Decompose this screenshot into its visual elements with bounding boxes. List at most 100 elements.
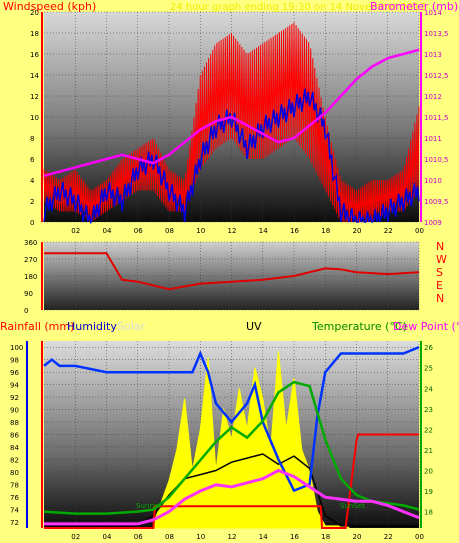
dir-tick-360: 360 — [24, 239, 37, 247]
temp-tick-23: 23 — [424, 406, 433, 414]
temp-tick-26: 26 — [424, 344, 433, 352]
baro-tick-1013,5: 1013,5 — [424, 30, 449, 38]
dewpoint-axis-label: Dew Point (°C) — [393, 320, 459, 333]
baro-tick-1012: 1012 — [424, 93, 442, 101]
hum-tick-96: 96 — [10, 369, 19, 377]
x-tick-0-04: 04 — [103, 227, 112, 235]
x-tick-2-18: 18 — [321, 533, 330, 541]
temp-tick-22: 22 — [424, 426, 433, 434]
baro-tick-1011: 1011 — [424, 135, 442, 143]
x-tick-2-22: 22 — [384, 533, 393, 541]
x-tick-0-02: 02 — [71, 227, 80, 235]
x-tick-0-00: 00 — [415, 227, 424, 235]
x-tick-0-16: 16 — [290, 227, 299, 235]
uv-axis-label: UV — [246, 320, 262, 333]
windspeed-axis-label: Windspeed (kph) — [3, 0, 96, 13]
dewpoint-line — [44, 468, 420, 526]
wind-direction-line — [44, 252, 420, 291]
wind-average-line — [43, 88, 420, 225]
wind-tick-8: 8 — [30, 135, 34, 143]
hum-tick-92: 92 — [10, 394, 19, 402]
hum-tick-88: 88 — [10, 419, 19, 427]
hum-tick-78: 78 — [10, 481, 19, 489]
dir-tick-0: 0 — [24, 307, 28, 315]
x-tick-2-20: 20 — [353, 533, 362, 541]
wind-tick-6: 6 — [30, 156, 35, 164]
humidity-line — [43, 346, 420, 493]
x-tick-2-12: 12 — [228, 533, 237, 541]
hum-tick-82: 82 — [10, 456, 19, 464]
hum-tick-72: 72 — [10, 519, 19, 527]
temp-tick-21: 21 — [424, 447, 433, 455]
x-tick-0-18: 18 — [321, 227, 330, 235]
dir-tick-90: 90 — [24, 290, 33, 298]
x-tick-2-04: 04 — [103, 533, 112, 541]
x-tick-2-06: 06 — [134, 533, 143, 541]
baro-tick-1009: 1009 — [424, 219, 442, 227]
x-tick-0-22: 22 — [384, 227, 393, 235]
temp-tick-18: 18 — [424, 509, 433, 517]
x-tick-0-06: 06 — [134, 227, 143, 235]
wind-tick-14: 14 — [30, 72, 39, 80]
barometer-line — [43, 48, 420, 178]
solar-axis-label: Solar — [117, 320, 146, 333]
hum-tick-98: 98 — [10, 357, 19, 365]
dir-tick-180: 180 — [24, 273, 37, 281]
temperature-line — [43, 380, 420, 515]
humidity-axis-label: Humidity — [67, 320, 117, 333]
wind-speed-line — [43, 22, 420, 223]
temp-tick-20: 20 — [424, 467, 433, 475]
x-tick-0-10: 10 — [196, 227, 205, 235]
temperature-axis-label: Temperature (°C) — [311, 320, 407, 333]
barometer-axis-label: Barometer (mb) — [370, 0, 458, 13]
wind-tick-12: 12 — [30, 93, 39, 101]
hum-tick-84: 84 — [10, 444, 19, 452]
temp-tick-19: 19 — [424, 488, 433, 496]
wind-tick-10: 10 — [30, 114, 39, 122]
hum-tick-76: 76 — [10, 494, 19, 502]
hum-tick-100: 100 — [10, 344, 23, 352]
compass-n-0: N — [436, 240, 444, 253]
wind-tick-16: 16 — [30, 51, 39, 59]
x-tick-0-14: 14 — [259, 227, 268, 235]
solar-area — [152, 351, 350, 529]
baro-tick-1012,5: 1012,5 — [424, 72, 449, 80]
hum-tick-94: 94 — [10, 382, 19, 390]
x-tick-0-08: 08 — [165, 227, 174, 235]
hum-tick-86: 86 — [10, 432, 19, 440]
compass-w-1: W — [436, 253, 447, 266]
x-tick-2-10: 10 — [196, 533, 205, 541]
baro-tick-1010: 1010 — [424, 177, 442, 185]
wind-tick-4: 4 — [30, 177, 35, 185]
hum-tick-80: 80 — [10, 469, 19, 477]
temp-tick-24: 24 — [424, 385, 433, 393]
baro-tick-1009,5: 1009,5 — [424, 198, 449, 206]
baro-tick-1013: 1013 — [424, 51, 442, 59]
baro-tick-1014: 1014 — [424, 9, 442, 17]
hum-tick-74: 74 — [10, 506, 19, 514]
rainfall-axis-label: Rainfall (mm) — [0, 320, 74, 333]
wind-tick-2: 2 — [30, 198, 34, 206]
wind-tick-0: 0 — [30, 219, 34, 227]
baro-tick-1010,5: 1010,5 — [424, 156, 449, 164]
dir-tick-270: 270 — [24, 256, 37, 264]
compass-e-3: E — [436, 279, 443, 292]
baro-tick-1011,5: 1011,5 — [424, 114, 449, 122]
graph-title: 24 hour graph ending 19:30 on 14 Novembe… — [170, 2, 426, 13]
x-tick-2-08: 08 — [165, 533, 174, 541]
compass-s-2: S — [436, 266, 443, 279]
chart-marks — [43, 22, 420, 529]
x-tick-2-16: 16 — [290, 533, 299, 541]
x-tick-0-12: 12 — [228, 227, 237, 235]
sunset-label: SunSet — [340, 502, 365, 510]
x-tick-0-20: 20 — [353, 227, 362, 235]
x-tick-2-00: 00 — [415, 533, 424, 541]
wind-tick-20: 20 — [30, 9, 39, 17]
wind-tick-18: 18 — [30, 30, 39, 38]
compass-n-4: N — [436, 292, 444, 305]
temp-tick-25: 25 — [424, 365, 433, 373]
